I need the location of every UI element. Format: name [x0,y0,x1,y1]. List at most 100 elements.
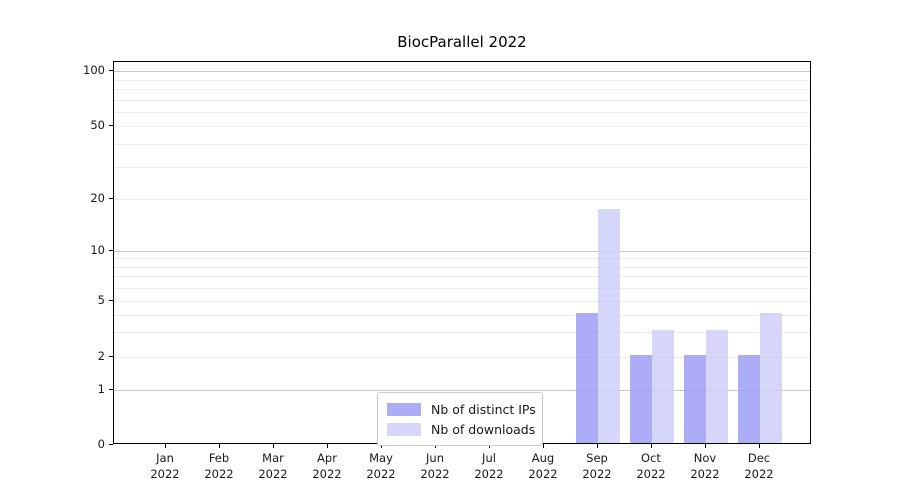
y-tick-label: 0 [97,437,105,451]
gridline-minor [114,144,810,145]
x-tick-mark [165,444,166,448]
gridline-minor [114,301,810,302]
x-tick-mark [273,444,274,448]
x-tick-label: Sep 2022 [569,450,625,482]
y-tick-mark [109,389,113,390]
legend-item-distinct-ips: Nb of distinct IPs [387,399,538,419]
gridline-minor [114,267,810,268]
bar-downloads [598,209,620,443]
legend-swatch-distinct-ips [387,402,421,416]
x-tick-year: 2022 [528,467,558,481]
gridline-minor [114,276,810,277]
gridline-minor [114,315,810,316]
x-tick-month: Feb [208,451,230,465]
bar-downloads [706,330,728,443]
x-tick-label: Aug 2022 [515,450,571,482]
bar-distinct-ips [684,355,706,443]
x-tick-month: Jan [156,451,174,465]
x-tick-year: 2022 [312,467,342,481]
bar-downloads [652,330,674,443]
x-tick-month: Jul [482,451,496,465]
x-tick-label: Nov 2022 [677,450,733,482]
gridline-minor [114,89,810,90]
x-tick-mark [759,444,760,448]
x-tick-year: 2022 [690,467,720,481]
y-tick-label: 1 [97,382,105,396]
gridline-minor [114,199,810,200]
x-tick-year: 2022 [366,467,396,481]
x-tick-year: 2022 [582,467,612,481]
x-tick-mark [543,444,544,448]
gridline-minor [114,100,810,101]
x-tick-year: 2022 [204,467,234,481]
y-tick-mark [109,70,113,71]
legend-label-distinct-ips: Nb of distinct IPs [431,401,536,417]
x-tick-label: Oct 2022 [623,450,679,482]
y-tick-mark [109,125,113,126]
x-tick-label: Jul 2022 [461,450,517,482]
x-tick-mark [327,444,328,448]
x-tick-mark [381,444,382,448]
gridline-major [114,251,810,252]
x-tick-year: 2022 [474,467,504,481]
y-tick-label: 100 [83,63,105,77]
x-tick-year: 2022 [636,467,666,481]
legend-item-downloads: Nb of downloads [387,419,538,439]
gridline-minor [114,288,810,289]
x-tick-month: Aug [531,451,555,465]
x-tick-label: Mar 2022 [245,450,301,482]
plot-area [113,61,811,444]
gridline-major [114,390,810,391]
bar-downloads [760,313,782,443]
x-tick-label: Jun 2022 [407,450,463,482]
x-tick-month: May [369,451,393,465]
x-tick-month: Sep [586,451,608,465]
gridline-minor [114,332,810,333]
gridline-minor [114,126,810,127]
y-tick-label: 20 [90,191,105,205]
x-tick-label: May 2022 [353,450,409,482]
x-tick-month: Oct [641,451,661,465]
y-tick-label: 10 [90,243,105,257]
legend-swatch-downloads [387,422,421,436]
x-tick-month: Mar [262,451,284,465]
y-tick-mark [109,250,113,251]
gridline-minor [114,357,810,358]
y-tick-label: 5 [97,293,105,307]
x-tick-mark [219,444,220,448]
y-tick-mark [109,300,113,301]
legend-label-downloads: Nb of downloads [431,421,536,437]
y-tick-mark [109,444,113,445]
x-tick-label: Dec 2022 [731,450,787,482]
x-tick-month: Nov [693,451,717,465]
bar-distinct-ips [576,313,598,443]
x-tick-mark [435,444,436,448]
x-tick-mark [597,444,598,448]
x-tick-label: Apr 2022 [299,450,355,482]
gridline-minor [114,112,810,113]
x-tick-mark [489,444,490,448]
x-tick-month: Jun [426,451,444,465]
x-tick-year: 2022 [420,467,450,481]
x-tick-year: 2022 [150,467,180,481]
bar-distinct-ips [630,355,652,443]
gridline-minor [114,80,810,81]
legend: Nb of distinct IPs Nb of downloads [377,392,543,446]
bar-distinct-ips [738,355,760,443]
gridline-minor [114,258,810,259]
x-tick-label: Feb 2022 [191,450,247,482]
x-tick-month: Apr [317,451,337,465]
gridline-minor [114,167,810,168]
x-tick-month: Dec [747,451,771,465]
y-tick-label: 50 [90,118,105,132]
y-tick-label: 2 [97,349,105,363]
x-tick-year: 2022 [258,467,288,481]
y-tick-mark [109,198,113,199]
chart-title: BiocParallel 2022 [397,33,527,51]
x-tick-mark [705,444,706,448]
x-tick-mark [651,444,652,448]
x-tick-label: Jan 2022 [137,450,193,482]
gridline-major [114,71,810,72]
x-tick-year: 2022 [744,467,774,481]
